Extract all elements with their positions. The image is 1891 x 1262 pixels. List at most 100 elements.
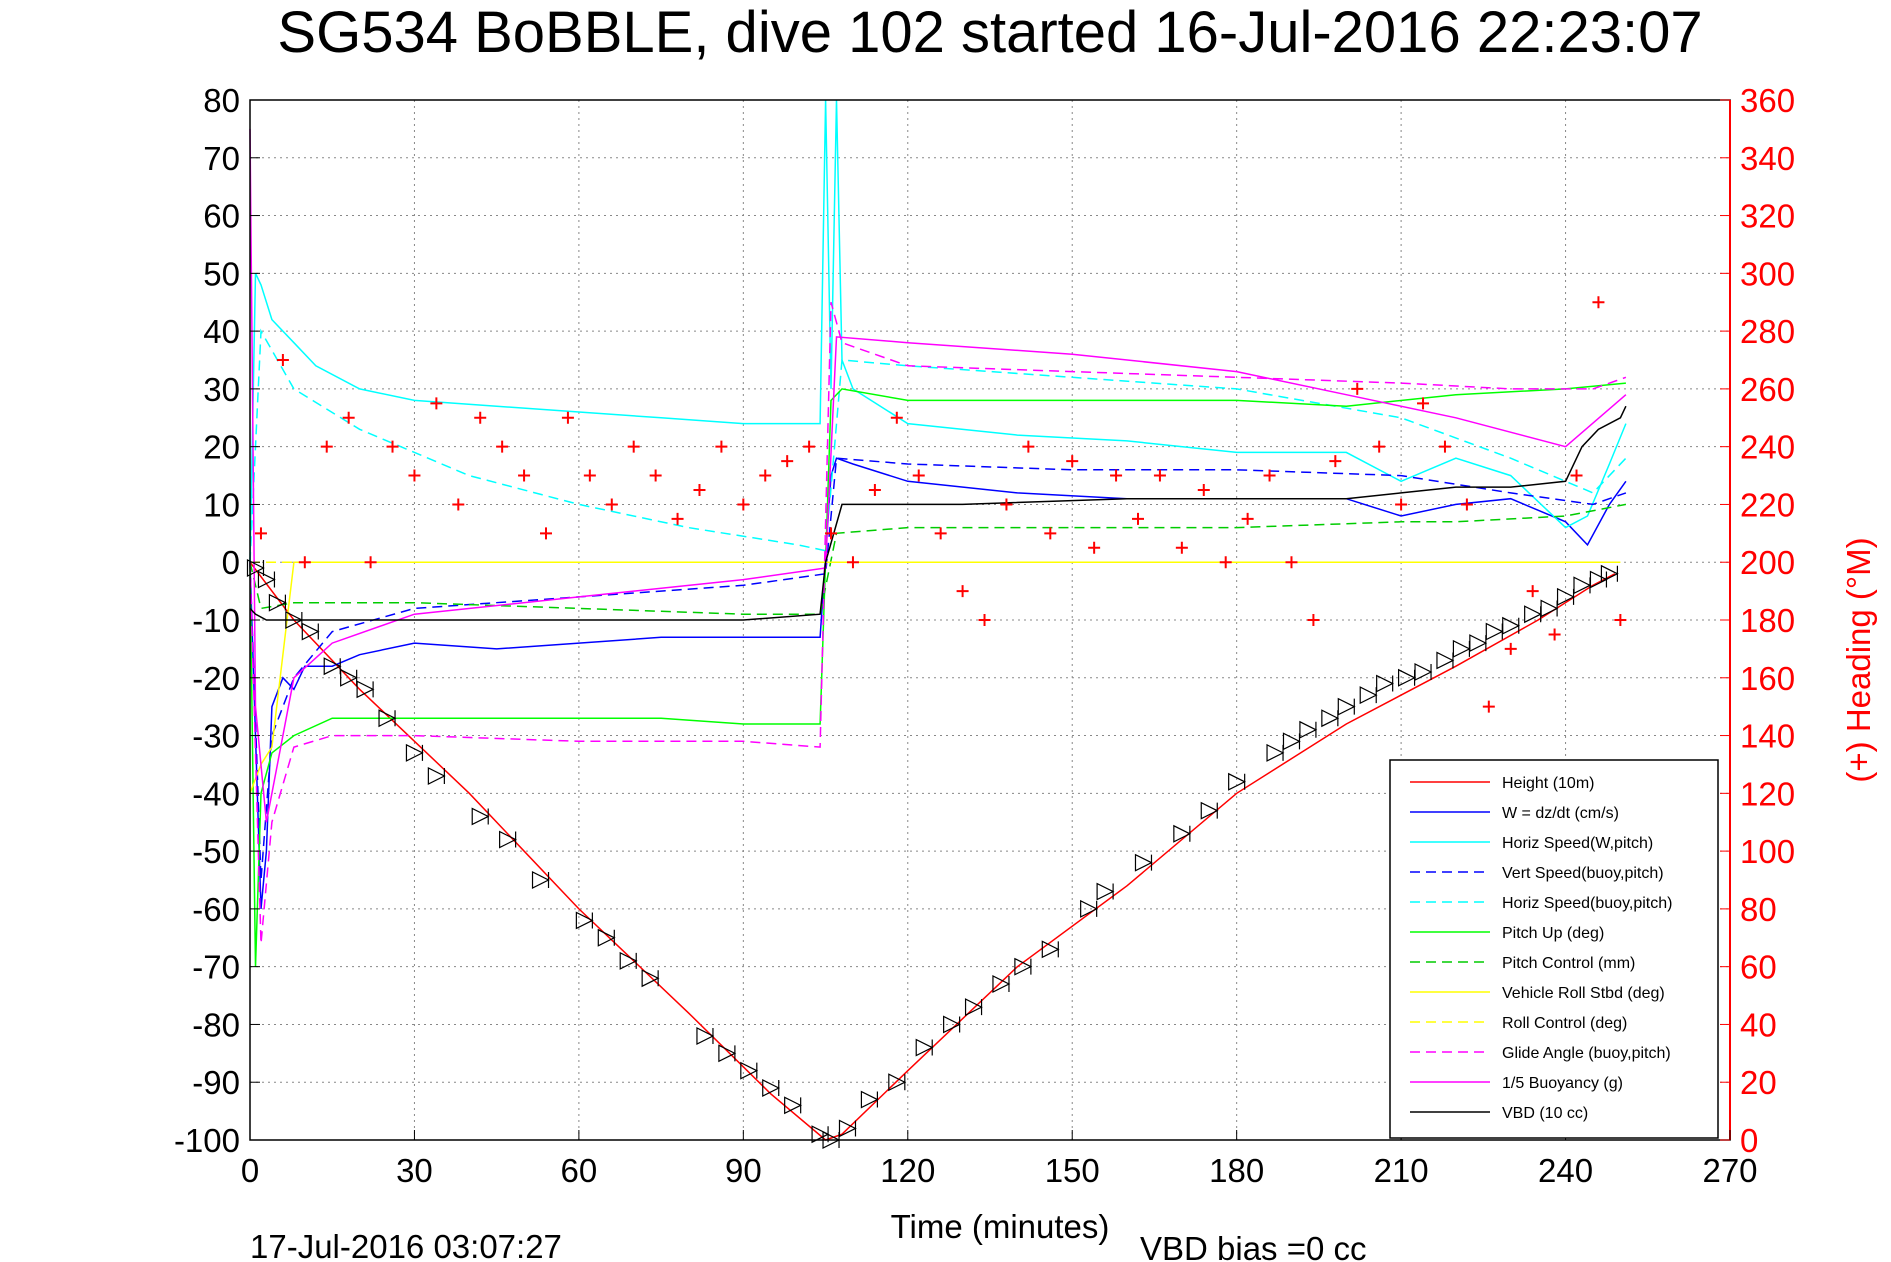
right-tick-label: 60 (1740, 949, 1777, 986)
heading-point (298, 556, 311, 569)
height-marker (696, 1027, 715, 1045)
y-tick-label: 70 (203, 140, 240, 177)
right-tick-label: 360 (1740, 82, 1795, 119)
right-tick-label: 40 (1740, 1006, 1777, 1043)
chart-title: SG534 BoBBLE, dive 102 started 16-Jul-20… (277, 0, 1702, 65)
legend-box (1389, 759, 1719, 1139)
height-marker (1299, 720, 1318, 739)
heading-point (1373, 440, 1386, 453)
height-marker (1573, 576, 1592, 595)
series-line (249, 503, 1627, 615)
right-axis-ticks: 3603403203002802602402202001801601401201… (1720, 82, 1795, 1159)
height-marker (1014, 957, 1033, 976)
heading-point (408, 469, 421, 482)
heading-point (825, 527, 838, 540)
heading-point (1504, 642, 1517, 655)
series-line (249, 328, 1627, 563)
heading-point (912, 469, 925, 482)
heading-point (1482, 700, 1495, 713)
height-marker (1600, 564, 1619, 583)
heading-point (474, 411, 487, 424)
height-marker (405, 743, 424, 762)
height-marker (915, 1038, 934, 1057)
legend-label: Pitch Control (mm) (1502, 955, 1635, 972)
series-line (249, 405, 1627, 621)
right-tick-label: 340 (1740, 140, 1795, 177)
heading-point (846, 556, 859, 569)
height-marker (1359, 686, 1378, 705)
y-tick-label: 50 (203, 255, 240, 292)
x-tick-label: 120 (880, 1152, 935, 1189)
height-marker (860, 1090, 879, 1109)
height-marker (1469, 634, 1488, 653)
heading-point (254, 527, 267, 540)
heading-point (1175, 541, 1188, 554)
y-tick-label: -70 (192, 949, 240, 986)
heading-point (781, 455, 794, 468)
height-marker (641, 969, 660, 988)
x-tick-label: 150 (1045, 1152, 1100, 1189)
heading-point (1110, 469, 1123, 482)
y-tick-label: 80 (203, 82, 240, 119)
height-marker (1436, 651, 1455, 670)
height-marker (1041, 940, 1060, 959)
height-marker (838, 1119, 857, 1138)
heading-point (627, 440, 640, 453)
right-tick-label: 140 (1740, 718, 1795, 755)
x-tick-label: 210 (1374, 1152, 1429, 1189)
right-tick-label: 300 (1740, 255, 1795, 292)
y-tick-label: -90 (192, 1064, 240, 1101)
heading-point (868, 484, 881, 496)
heading-point (1285, 556, 1298, 569)
heading-point (803, 440, 816, 453)
heading-point (890, 411, 903, 424)
heading-point (342, 411, 355, 424)
y-tick-label: 60 (203, 198, 240, 235)
height-marker (268, 593, 287, 612)
heading-point (1132, 512, 1144, 525)
height-marker (257, 570, 276, 589)
series-line (249, 457, 1627, 909)
height-marker (531, 871, 550, 889)
legend-label: Roll Control (deg) (1502, 1015, 1627, 1032)
heading-point (1351, 382, 1364, 395)
height-marker (1452, 639, 1471, 658)
height-marker (964, 998, 983, 1017)
height-marker (378, 709, 397, 728)
y-tick-label: -30 (192, 718, 240, 755)
series-line (249, 457, 1627, 881)
height-marker (1266, 743, 1285, 762)
heading-point (1548, 628, 1561, 641)
heading-point (320, 440, 333, 453)
height-marker (246, 559, 265, 577)
heading-point (1153, 469, 1166, 482)
heading-point (1417, 397, 1430, 410)
y-tick-label: -80 (192, 1006, 240, 1043)
right-tick-label: 100 (1740, 833, 1795, 870)
height-marker (1200, 801, 1219, 820)
height-marker (943, 1015, 961, 1034)
height-marker (888, 1073, 907, 1092)
heading-point (671, 512, 684, 525)
right-tick-label: 280 (1740, 313, 1795, 350)
y-tick-label: 20 (203, 429, 240, 466)
legend-label: 1/5 Buoyancy (g) (1502, 1075, 1623, 1092)
right-tick-label: 320 (1740, 198, 1795, 235)
heading-point (1438, 440, 1451, 453)
height-marker (1173, 824, 1192, 843)
heading-point (1570, 469, 1583, 482)
heading-point (715, 440, 728, 453)
legend-label: Glide Angle (buoy,pitch) (1502, 1045, 1671, 1062)
x-tick-label: 60 (561, 1152, 598, 1189)
height-marker (1414, 663, 1433, 681)
heading-point (386, 440, 399, 453)
height-marker (1485, 622, 1504, 641)
heading-point (540, 527, 552, 540)
y-tick-label: 10 (203, 486, 240, 523)
legend-label: Pitch Up (deg) (1502, 925, 1604, 942)
right-tick-label: 80 (1740, 891, 1777, 928)
series-line (249, 561, 1616, 1141)
heading-point (1614, 614, 1627, 626)
y-tick-label: -40 (192, 775, 240, 812)
heading-point (1329, 455, 1342, 468)
